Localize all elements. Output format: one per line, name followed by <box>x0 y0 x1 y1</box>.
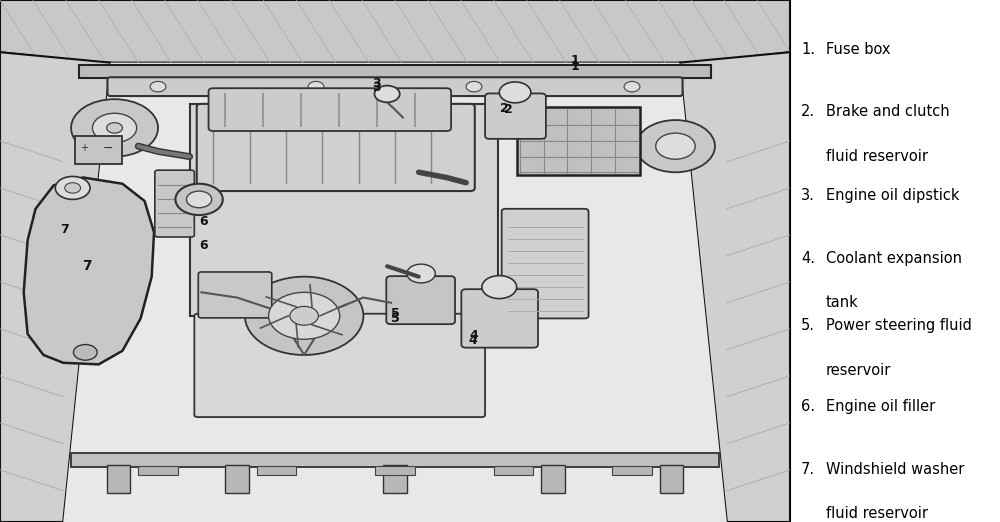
FancyBboxPatch shape <box>198 272 272 318</box>
FancyBboxPatch shape <box>75 136 122 164</box>
Text: fluid reservoir: fluid reservoir <box>826 506 928 521</box>
Text: 1: 1 <box>571 61 579 73</box>
Text: Windshield washer: Windshield washer <box>826 462 964 477</box>
Circle shape <box>499 82 531 103</box>
FancyBboxPatch shape <box>107 77 683 96</box>
FancyBboxPatch shape <box>502 209 589 318</box>
Text: Fuse box: Fuse box <box>826 42 890 57</box>
Circle shape <box>407 264 435 283</box>
Text: 4: 4 <box>470 329 478 341</box>
FancyBboxPatch shape <box>194 314 485 417</box>
Circle shape <box>269 292 340 339</box>
Bar <box>225 465 249 493</box>
Circle shape <box>107 123 122 133</box>
Circle shape <box>308 81 324 92</box>
Text: +: + <box>81 143 89 153</box>
Text: 3: 3 <box>372 81 380 94</box>
FancyBboxPatch shape <box>612 466 652 475</box>
Text: reservoir: reservoir <box>826 363 891 378</box>
Circle shape <box>374 86 400 102</box>
Polygon shape <box>190 104 498 316</box>
Circle shape <box>186 191 212 208</box>
FancyBboxPatch shape <box>197 104 475 191</box>
FancyBboxPatch shape <box>257 466 296 475</box>
Circle shape <box>55 176 90 199</box>
FancyBboxPatch shape <box>517 107 640 175</box>
Text: Coolant expansion: Coolant expansion <box>826 251 962 266</box>
Circle shape <box>290 306 318 325</box>
Circle shape <box>636 120 715 172</box>
Text: 7: 7 <box>60 223 69 236</box>
Polygon shape <box>24 177 154 364</box>
Text: 2.: 2. <box>801 104 815 120</box>
Circle shape <box>175 184 223 215</box>
Text: 7: 7 <box>82 259 92 273</box>
Text: 1: 1 <box>571 54 579 66</box>
Circle shape <box>73 345 97 360</box>
FancyBboxPatch shape <box>494 466 533 475</box>
Text: 4: 4 <box>468 334 477 347</box>
Bar <box>383 465 407 493</box>
Text: 2: 2 <box>504 103 513 116</box>
FancyBboxPatch shape <box>71 453 719 467</box>
Circle shape <box>482 276 517 299</box>
Text: 6.: 6. <box>801 399 815 414</box>
Polygon shape <box>679 52 790 522</box>
FancyBboxPatch shape <box>485 93 546 139</box>
FancyBboxPatch shape <box>209 88 451 131</box>
Circle shape <box>656 133 695 159</box>
Text: fluid reservoir: fluid reservoir <box>826 149 928 164</box>
Circle shape <box>71 99 158 157</box>
Text: Power steering fluid: Power steering fluid <box>826 318 972 334</box>
Text: 1.: 1. <box>801 42 815 57</box>
Polygon shape <box>63 63 727 522</box>
Bar <box>541 465 565 493</box>
FancyBboxPatch shape <box>461 289 538 348</box>
FancyBboxPatch shape <box>138 466 178 475</box>
Text: tank: tank <box>826 295 858 310</box>
FancyBboxPatch shape <box>375 466 415 475</box>
Text: 6: 6 <box>200 239 208 252</box>
Circle shape <box>624 81 640 92</box>
Text: 7.: 7. <box>801 462 815 477</box>
Text: 3: 3 <box>372 77 380 90</box>
Text: Engine oil filler: Engine oil filler <box>826 399 935 414</box>
Text: Brake and clutch: Brake and clutch <box>826 104 949 120</box>
Circle shape <box>150 81 166 92</box>
Circle shape <box>245 277 363 355</box>
Text: 5: 5 <box>391 307 399 319</box>
Text: 5: 5 <box>391 312 399 325</box>
Polygon shape <box>0 0 790 63</box>
FancyBboxPatch shape <box>155 170 194 237</box>
FancyBboxPatch shape <box>386 276 455 324</box>
FancyBboxPatch shape <box>79 65 711 78</box>
Polygon shape <box>0 52 111 522</box>
Text: 4.: 4. <box>801 251 815 266</box>
Text: −: − <box>103 142 113 155</box>
Bar <box>660 465 683 493</box>
Text: 2: 2 <box>500 102 508 115</box>
Text: 3.: 3. <box>801 188 815 203</box>
Text: 6: 6 <box>200 216 208 228</box>
Bar <box>107 465 130 493</box>
Circle shape <box>92 113 137 143</box>
Text: Engine oil dipstick: Engine oil dipstick <box>826 188 959 203</box>
Text: 5.: 5. <box>801 318 815 334</box>
Circle shape <box>65 183 81 193</box>
Circle shape <box>466 81 482 92</box>
